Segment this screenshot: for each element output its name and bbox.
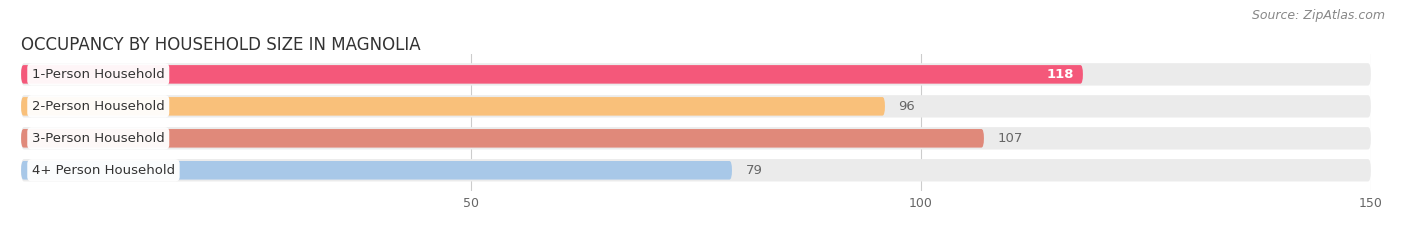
FancyBboxPatch shape bbox=[21, 63, 1371, 86]
FancyBboxPatch shape bbox=[21, 127, 1371, 150]
Text: 96: 96 bbox=[898, 100, 915, 113]
Text: 1-Person Household: 1-Person Household bbox=[32, 68, 165, 81]
FancyBboxPatch shape bbox=[21, 129, 984, 147]
Text: 4+ Person Household: 4+ Person Household bbox=[32, 164, 174, 177]
Text: 79: 79 bbox=[745, 164, 762, 177]
FancyBboxPatch shape bbox=[21, 97, 884, 116]
FancyBboxPatch shape bbox=[21, 95, 1371, 117]
Text: Source: ZipAtlas.com: Source: ZipAtlas.com bbox=[1251, 9, 1385, 22]
Text: 118: 118 bbox=[1046, 68, 1074, 81]
Text: 3-Person Household: 3-Person Household bbox=[32, 132, 165, 145]
FancyBboxPatch shape bbox=[21, 161, 733, 180]
Text: 2-Person Household: 2-Person Household bbox=[32, 100, 165, 113]
Text: OCCUPANCY BY HOUSEHOLD SIZE IN MAGNOLIA: OCCUPANCY BY HOUSEHOLD SIZE IN MAGNOLIA bbox=[21, 36, 420, 54]
Text: 107: 107 bbox=[997, 132, 1022, 145]
FancyBboxPatch shape bbox=[21, 65, 1083, 84]
FancyBboxPatch shape bbox=[21, 159, 1371, 182]
